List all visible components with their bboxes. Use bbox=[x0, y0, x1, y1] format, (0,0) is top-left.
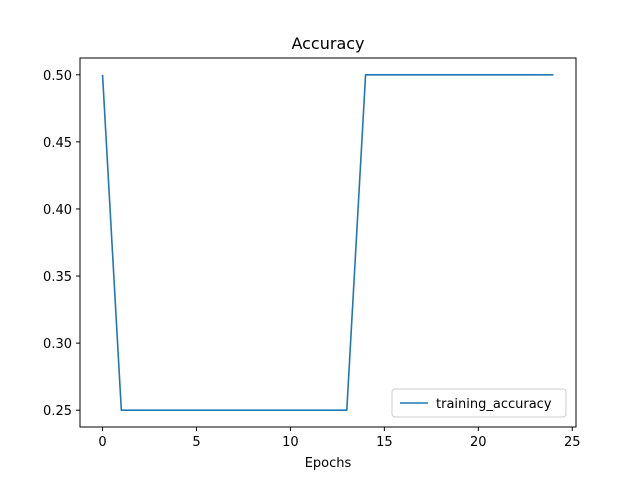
y-tick-label: 0.35 bbox=[43, 270, 72, 285]
legend-label: training_accuracy bbox=[436, 397, 552, 412]
y-tick-label: 0.40 bbox=[43, 203, 72, 218]
y-tick-label: 0.25 bbox=[43, 404, 72, 419]
plot-area: 0 5 10 15 20 25 0.25 0.30 0.35 0.40 0.45 0.50 traini… bbox=[43, 57, 581, 450]
chart-title: Accuracy bbox=[291, 34, 364, 53]
x-tick-label: 20 bbox=[470, 435, 487, 450]
x-axis-label: Epochs bbox=[305, 456, 352, 471]
y-tick-label: 0.30 bbox=[43, 337, 72, 352]
series-line bbox=[101, 73, 554, 412]
x-tick-label: 15 bbox=[376, 435, 393, 450]
x-tick-label: 25 bbox=[564, 435, 581, 450]
x-tick-label: 0 bbox=[98, 435, 106, 450]
x-tick-label: 5 bbox=[192, 435, 200, 450]
x-tick-label: 10 bbox=[282, 435, 299, 450]
y-tick-label: 0.50 bbox=[43, 69, 72, 84]
plot-frame bbox=[79, 57, 577, 428]
y-tick-label: 0.45 bbox=[43, 136, 72, 151]
legend-box bbox=[391, 388, 567, 418]
